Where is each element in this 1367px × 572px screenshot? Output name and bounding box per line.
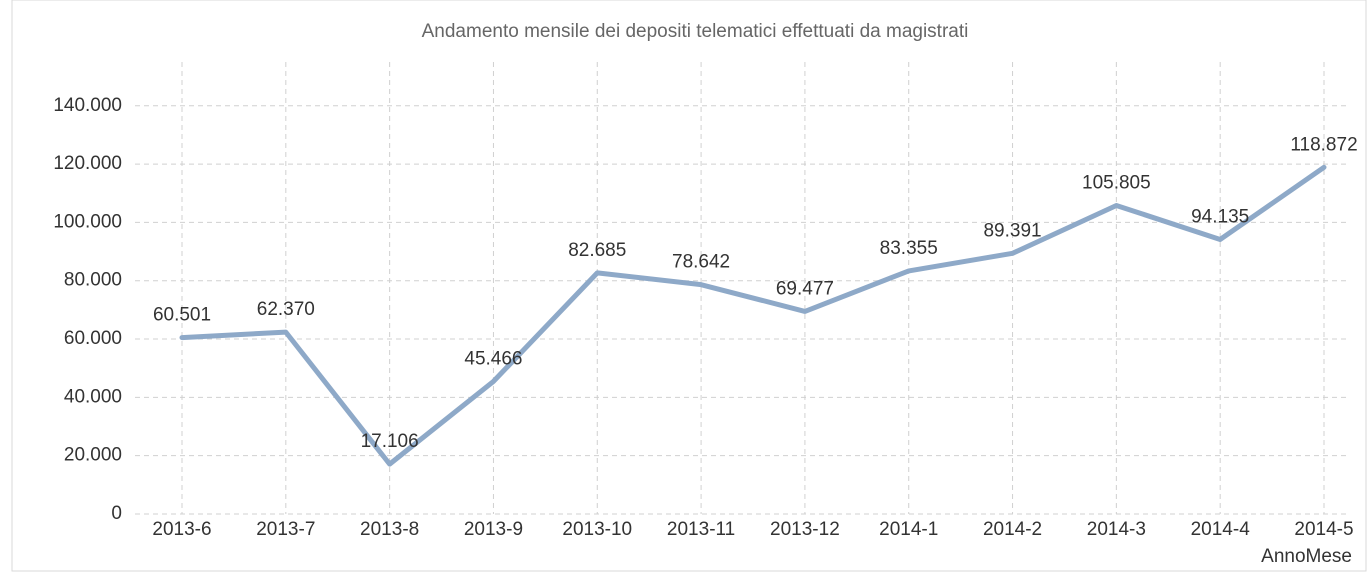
data-label: 69.477 [776, 278, 834, 299]
x-tick-label: 2013-6 [152, 519, 211, 540]
data-label: 62.370 [257, 299, 315, 320]
data-label: 60.501 [153, 305, 211, 326]
y-tick-label: 20.000 [64, 445, 122, 466]
x-tick-label: 2013-9 [464, 519, 523, 540]
data-label: 78.642 [672, 252, 730, 273]
y-tick-label: 100.000 [53, 211, 122, 232]
y-tick-label: 0 [111, 503, 122, 524]
data-label: 45.466 [464, 348, 522, 369]
data-label: 83.355 [880, 238, 938, 259]
y-tick-label: 80.000 [64, 270, 122, 291]
y-tick-label: 40.000 [64, 386, 122, 407]
line [179, 164, 1327, 467]
x-tick-label: 2013-10 [562, 519, 632, 540]
x-tick-label: 2014-5 [1294, 519, 1353, 540]
x-tick-label: 2014-1 [879, 519, 938, 540]
data-label: 105.805 [1082, 172, 1151, 193]
chart-title: Andamento mensile dei depositi telematic… [422, 21, 969, 42]
x-tick-label: 2013-7 [256, 519, 315, 540]
y-tick-label: 140.000 [53, 95, 122, 116]
x-tick-label: 2013-11 [667, 519, 735, 540]
x-axis-label: AnnoMese [1261, 546, 1352, 567]
x-tick-label: 2014-4 [1191, 519, 1251, 540]
x-tick-label: 2014-2 [983, 519, 1042, 540]
data-label: 17.106 [361, 431, 419, 452]
data-label: 82.685 [568, 240, 626, 261]
data-label: 118.872 [1290, 134, 1357, 155]
y-tick-label: 120.000 [53, 153, 122, 174]
y-tick-label: 60.000 [64, 328, 122, 349]
x-tick-label: 2013-12 [770, 519, 840, 540]
data-label: 89.391 [983, 220, 1041, 241]
x-tick-label: 2013-8 [360, 519, 419, 540]
data-label: 94.135 [1191, 207, 1249, 228]
x-tick-label: 2014-3 [1087, 519, 1146, 540]
